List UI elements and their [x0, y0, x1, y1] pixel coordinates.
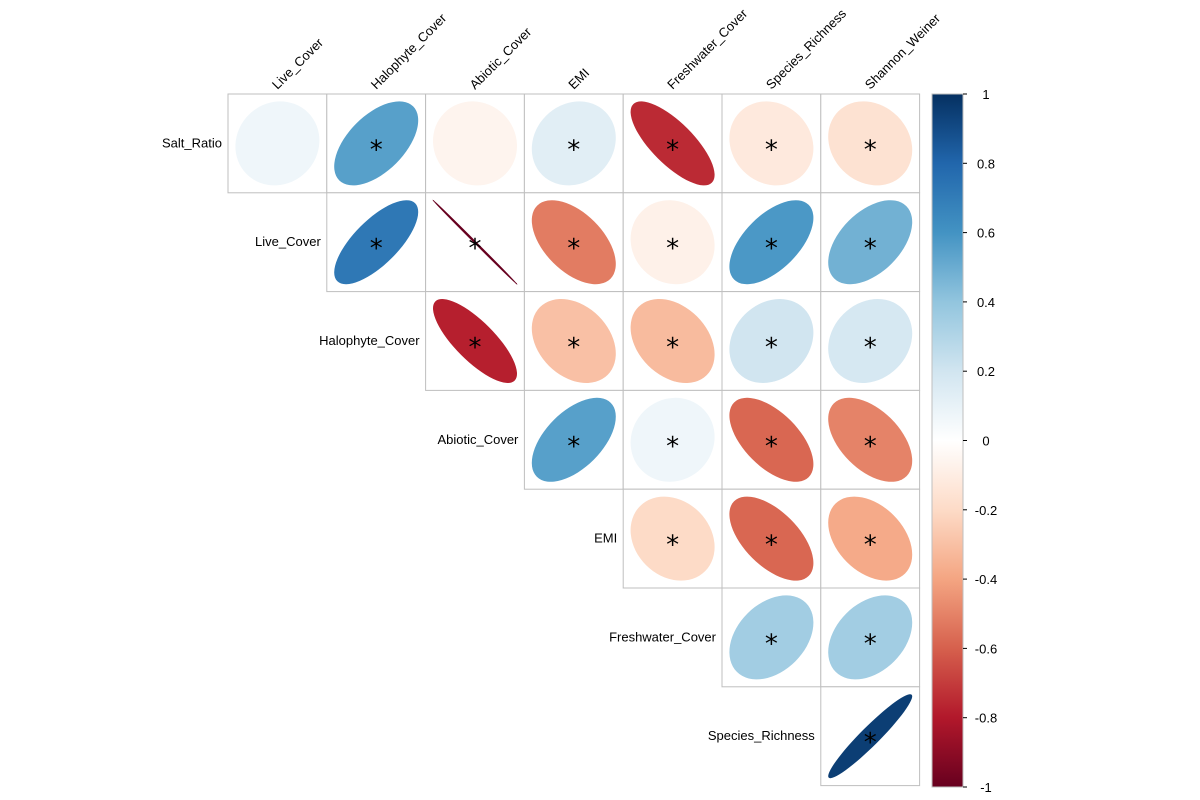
significance-star: *	[765, 135, 778, 165]
significance-star: *	[469, 234, 482, 264]
correlation-ellipse	[334, 200, 419, 285]
colorbar-tick-label: 0.6	[977, 226, 995, 241]
correlation-ellipse	[828, 694, 913, 779]
significance-star: *	[765, 333, 778, 363]
significance-star: *	[567, 432, 580, 462]
significance-star: *	[666, 234, 679, 264]
significance-star: *	[370, 135, 383, 165]
column-label-abiotic-cover: Abiotic_Cover	[467, 24, 535, 92]
significance-star: *	[666, 531, 679, 561]
significance-star: *	[765, 531, 778, 561]
colorbar-tick-label: 0	[982, 434, 989, 449]
colorbar-tick-label: -0.4	[975, 572, 997, 587]
correlation-ellipse	[729, 298, 814, 383]
significance-star: *	[765, 629, 778, 659]
significance-star: *	[666, 432, 679, 462]
row-label-salt-ratio: Salt_Ratio	[162, 135, 222, 150]
colorbar-tick-label: 1	[982, 87, 989, 102]
significance-star: *	[666, 135, 679, 165]
correlation-ellipse	[630, 298, 715, 383]
significance-star: *	[666, 333, 679, 363]
colorbar: 1 0.8 0.6 0.4 0.2 0 -0.2 -0.4 -0.6 -0.8 -1	[931, 87, 997, 795]
significance-star: *	[567, 135, 580, 165]
row-labels: Salt_Ratio Live_Cover Halophyte_Cover Abiot…	[162, 135, 815, 743]
correlation-ellipse	[531, 101, 616, 186]
correlation-ellipse	[433, 101, 518, 186]
row-label-abiotic-cover: Abiotic_Cover	[437, 432, 519, 447]
column-label-live-cover: Live_Cover	[269, 35, 327, 93]
row-label-species-richness: Species_Richness	[708, 728, 815, 743]
correlation-ellipse	[235, 101, 320, 186]
significance-star: *	[469, 333, 482, 363]
significance-star: *	[864, 629, 877, 659]
colorbar-scale	[931, 93, 964, 788]
correlation-ellipse	[531, 298, 616, 383]
correlation-ellipse	[729, 397, 814, 482]
significance-star: *	[567, 234, 580, 264]
correlation-ellipse	[828, 595, 913, 680]
colorbar-tick-label: -1	[980, 780, 992, 795]
colorbar-tick-label: -0.6	[975, 641, 997, 656]
row-label-freshwater-cover: Freshwater_Cover	[609, 629, 717, 644]
correlation-ellipse	[828, 101, 913, 186]
significance-star: *	[864, 432, 877, 462]
significance-star: *	[864, 333, 877, 363]
column-label-species-richness: Species_Richness	[763, 6, 850, 93]
significance-star: *	[864, 135, 877, 165]
correlation-ellipse	[630, 101, 715, 186]
row-label-halophyte-cover: Halophyte_Cover	[319, 333, 420, 348]
correlation-ellipse	[630, 200, 715, 285]
significance-star: *	[864, 234, 877, 264]
correlation-ellipse	[828, 496, 913, 581]
column-label-halophyte-cover: Halophyte_Cover	[368, 10, 450, 92]
row-label-live-cover: Live_Cover	[255, 234, 321, 249]
significance-star: *	[765, 234, 778, 264]
correlation-ellipse	[630, 496, 715, 581]
row-label-emi: EMI	[594, 531, 617, 546]
correlation-ellipse	[334, 101, 419, 186]
colorbar-tick-label: 0.8	[977, 156, 995, 171]
column-label-shannon-weiner: Shannon_Weiner	[862, 10, 944, 92]
correlation-ellipse	[433, 299, 518, 384]
correlation-ellipse	[729, 200, 814, 285]
correlation-ellipse	[531, 200, 616, 285]
significance-star: *	[765, 432, 778, 462]
correlation-ellipse	[531, 397, 616, 482]
colorbar-tick-label: -0.8	[975, 711, 997, 726]
correlation-ellipse	[828, 298, 913, 383]
colorbar-tick-label: 0.2	[977, 364, 995, 379]
correlation-ellipse	[630, 397, 715, 482]
correlation-ellipse	[729, 595, 814, 680]
column-label-emi: EMI	[565, 65, 592, 92]
column-labels: Live_Cover Halophyte_Cover Abiotic_Cover EM…	[269, 5, 944, 92]
correlation-ellipse	[828, 200, 913, 285]
correlation-ellipse	[729, 496, 814, 581]
correlation-cells: * * * * * * * * * * * * * * * * * * * * * * * * * *	[227, 93, 921, 787]
column-label-freshwater-cover: Freshwater_Cover	[664, 5, 751, 92]
significance-star: *	[864, 728, 877, 758]
correlation-ellipse	[432, 199, 518, 285]
significance-star: *	[864, 531, 877, 561]
significance-star: *	[370, 234, 383, 264]
colorbar-tick-label: -0.2	[975, 503, 997, 518]
significance-star: *	[567, 333, 580, 363]
correlation-ellipse	[729, 101, 814, 186]
colorbar-tick-label: 0.4	[977, 295, 995, 310]
